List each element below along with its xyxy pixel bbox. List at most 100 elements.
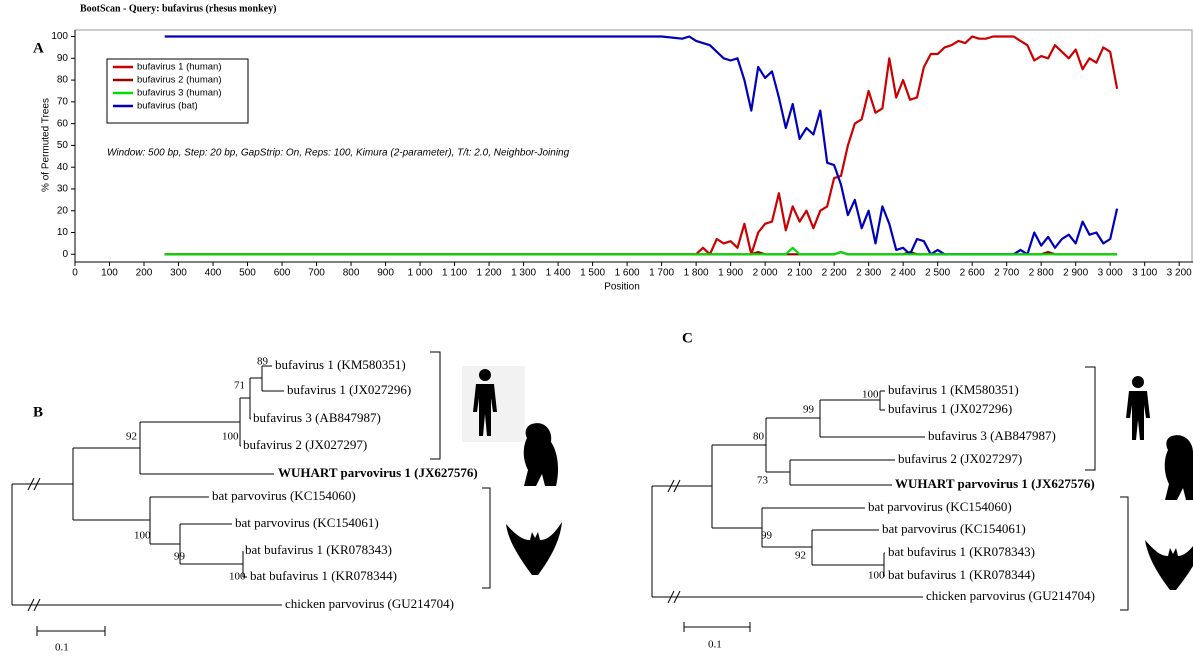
y-tick-label: 30 <box>57 184 69 195</box>
x-tick-label: 3 200 <box>1167 268 1192 279</box>
bootstrap-value: 89 <box>257 356 269 368</box>
tree-branches <box>11 365 284 606</box>
x-tick-label: 2 600 <box>960 268 985 279</box>
y-tick-label: 20 <box>57 205 69 216</box>
clade-bracket <box>1085 366 1129 611</box>
x-tick-label: 2 500 <box>925 268 950 279</box>
leaf-label: bufavirus 1 (JX027296) <box>287 382 411 397</box>
bootstrap-value: 100 <box>134 530 151 542</box>
legend-label: bufavirus (bat) <box>137 101 198 112</box>
panel-label: C <box>682 330 693 346</box>
x-tick-label: 3 000 <box>1098 268 1123 279</box>
human-icon <box>473 369 497 436</box>
leaf-label: bat bufavirus 1 (KR078344) <box>250 568 397 583</box>
y-tick-label: 100 <box>51 31 68 42</box>
x-tick-label: 300 <box>170 268 187 279</box>
y-tick-label: 50 <box>57 140 69 151</box>
x-tick-label: 400 <box>205 268 222 279</box>
leaf-label: bat parvovirus (KC154060) <box>868 499 1012 514</box>
baboon-icon <box>523 423 559 486</box>
bootstrap-value: 99 <box>803 404 815 416</box>
legend-label: bufavirus 3 (human) <box>137 88 221 99</box>
leaf-label: chicken parvovirus (GU214704) <box>926 588 1095 603</box>
bat-icon <box>1145 540 1193 590</box>
leaf-label: WUHART parvovirus 1 (JX627576) <box>895 476 1095 491</box>
series-line <box>164 35 1119 256</box>
break-marks <box>27 477 41 612</box>
x-tick-label: 600 <box>274 268 291 279</box>
x-tick-label: 2 700 <box>994 268 1019 279</box>
leaf-label: bufavirus 1 (JX027296) <box>888 401 1012 416</box>
bootstrap-value: 100 <box>222 431 239 443</box>
plot-frame <box>74 29 1193 263</box>
bootstrap-value: 100 <box>229 571 246 583</box>
y-tick-label: 40 <box>57 162 69 173</box>
legend-entries: bufavirus 1 (human) bufavirus 2 (human) bu… <box>113 62 221 112</box>
x-tick-label: 2 000 <box>753 268 778 279</box>
plot: 0 10 20 30 40 50 60 70 80 90 100 0 100 200 300 400 500 60… <box>51 31 1192 278</box>
panel-label: A <box>33 40 44 56</box>
y-tick-label: 0 <box>62 249 68 260</box>
legend-label: bufavirus 2 (human) <box>137 75 221 86</box>
bootstrap-value: 92 <box>795 550 806 562</box>
bootstrap-value: 80 <box>753 431 765 443</box>
bootstrap-value: 99 <box>761 530 773 542</box>
x-tick-label: 200 <box>136 268 153 279</box>
tree-branches <box>651 390 925 598</box>
clade-bracket <box>430 351 491 589</box>
y-tick-label: 90 <box>57 53 69 64</box>
x-tick-label: 2 100 <box>787 268 812 279</box>
leaf-label: bufavirus 3 (AB847987) <box>253 410 381 425</box>
x-tick-label: 2 900 <box>1063 268 1088 279</box>
x-tick-label: 1 000 <box>408 268 433 279</box>
x-tick-label: 0 <box>72 268 78 279</box>
bootstrap-value: 73 <box>757 475 769 487</box>
x-tick-label: 1 100 <box>442 268 467 279</box>
x-tick-label: 2 300 <box>856 268 881 279</box>
break-marks <box>667 479 681 604</box>
x-tick-label: 1 300 <box>511 268 536 279</box>
x-tick-label: 900 <box>377 268 394 279</box>
scale-label: 0.1 <box>708 639 722 651</box>
x-tick-label: 3 100 <box>1132 268 1157 279</box>
legend <box>106 58 249 124</box>
leaf-label: bufavirus 2 (JX027297) <box>243 437 367 452</box>
leaf-label: bat parvovirus (KC154061) <box>882 521 1026 536</box>
x-tick-label: 1 200 <box>477 268 502 279</box>
leaf-label: bufavirus 3 (AB847987) <box>928 428 1056 443</box>
baboon-icon <box>1164 435 1193 500</box>
leaf-label: bat parvovirus (KC154060) <box>212 488 356 503</box>
series-line <box>164 246 1118 256</box>
x-tick-label: 500 <box>239 268 256 279</box>
bootstrap-value: 100 <box>862 389 879 401</box>
leaf-label: bat bufavirus 1 (KR078344) <box>888 567 1035 582</box>
leaf-label: bufavirus 1 (KM580351) <box>888 382 1019 397</box>
x-tick-label: 1 600 <box>615 268 640 279</box>
leaf-label: bat parvovirus (KC154061) <box>235 515 379 530</box>
bootstrap-value: 100 <box>868 570 885 582</box>
leaf-label: WUHART parvovirus 1 (JX627576) <box>278 465 478 480</box>
chart-title: BootScan - Query: bufavirus (rhesus monk… <box>80 3 276 14</box>
x-tick-label: 1 400 <box>546 268 571 279</box>
bootstrap-value: 92 <box>126 431 137 443</box>
leaf-label: bufavirus 2 (JX027297) <box>898 451 1022 466</box>
y-tick-label: 10 <box>57 227 69 238</box>
y-tick-label: 60 <box>57 118 69 129</box>
x-tick-label: 100 <box>101 268 118 279</box>
y-tick-label: 70 <box>57 97 69 108</box>
panel-label: B <box>33 404 43 420</box>
x-tick-label: 2 200 <box>822 268 847 279</box>
leaf-label: bufavirus 1 (KM580351) <box>275 357 406 372</box>
x-tick-label: 1 800 <box>684 268 709 279</box>
bat-icon <box>506 522 562 575</box>
leaf-label: bat bufavirus 1 (KR078343) <box>888 544 1035 559</box>
x-tick-label: 700 <box>308 268 325 279</box>
human-icon <box>1126 376 1150 440</box>
y-axis-label: % of Permuted Trees <box>41 98 52 192</box>
legend-label: bufavirus 1 (human) <box>137 62 221 73</box>
x-tick-label: 1 700 <box>649 268 674 279</box>
x-tick-label: 1 900 <box>718 268 743 279</box>
leaf-label: bat bufavirus 1 (KR078343) <box>245 542 392 557</box>
y-tick-label: 80 <box>57 75 69 86</box>
